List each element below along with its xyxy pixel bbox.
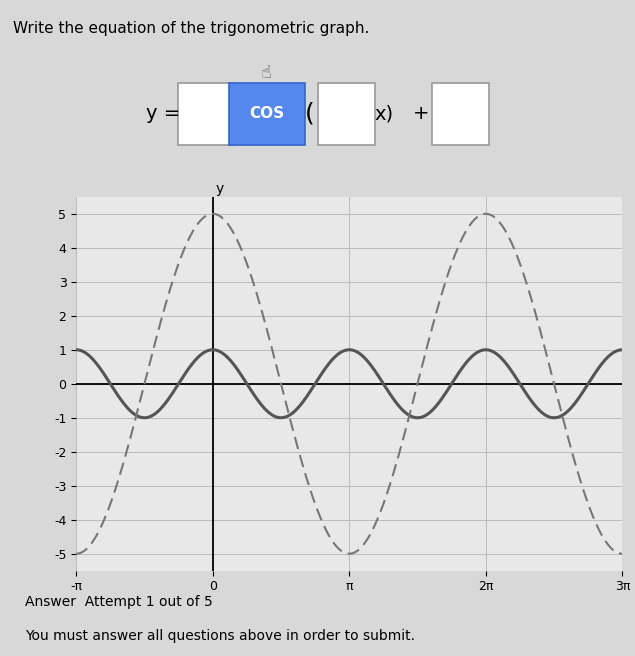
FancyBboxPatch shape <box>432 83 489 145</box>
Text: y: y <box>215 182 224 196</box>
Text: COS: COS <box>249 106 284 121</box>
Text: x): x) <box>375 104 394 123</box>
FancyBboxPatch shape <box>229 83 305 145</box>
Text: y =: y = <box>146 104 180 123</box>
Text: (: ( <box>305 102 314 126</box>
Text: ☝: ☝ <box>261 64 272 83</box>
Text: You must answer all questions above in order to submit.: You must answer all questions above in o… <box>25 628 415 643</box>
FancyBboxPatch shape <box>178 83 235 145</box>
Text: Answer  Attempt 1 out of 5: Answer Attempt 1 out of 5 <box>25 594 213 609</box>
FancyBboxPatch shape <box>318 83 375 145</box>
Text: Write the equation of the trigonometric graph.: Write the equation of the trigonometric … <box>13 21 369 36</box>
Text: +: + <box>413 104 429 123</box>
